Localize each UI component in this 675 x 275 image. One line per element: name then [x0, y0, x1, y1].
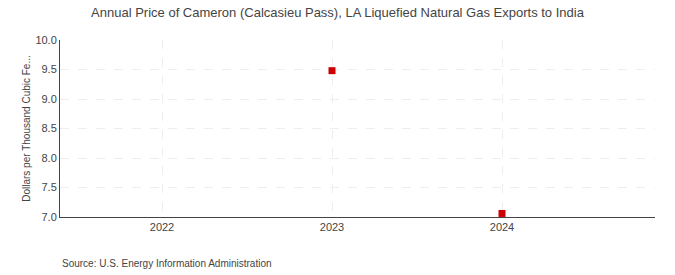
svg-text:9.5: 9.5: [42, 63, 57, 75]
svg-text:7.5: 7.5: [42, 181, 57, 193]
svg-text:2023: 2023: [320, 221, 344, 233]
svg-text:Annual Price of Cameron (Calca: Annual Price of Cameron (Calcasieu Pass)…: [91, 5, 585, 20]
svg-text:9.0: 9.0: [42, 93, 57, 105]
svg-text:2022: 2022: [150, 221, 174, 233]
svg-text:Source: U.S. Energy Informatio: Source: U.S. Energy Information Administ…: [62, 258, 272, 269]
svg-text:2024: 2024: [490, 221, 514, 233]
svg-text:10.0: 10.0: [35, 34, 56, 46]
svg-text:8.0: 8.0: [42, 152, 57, 164]
svg-text:Dollars per Thousand Cubic Fe.: Dollars per Thousand Cubic Fe...: [21, 55, 32, 202]
svg-text:8.5: 8.5: [42, 122, 57, 134]
svg-text:7.0: 7.0: [42, 211, 57, 223]
